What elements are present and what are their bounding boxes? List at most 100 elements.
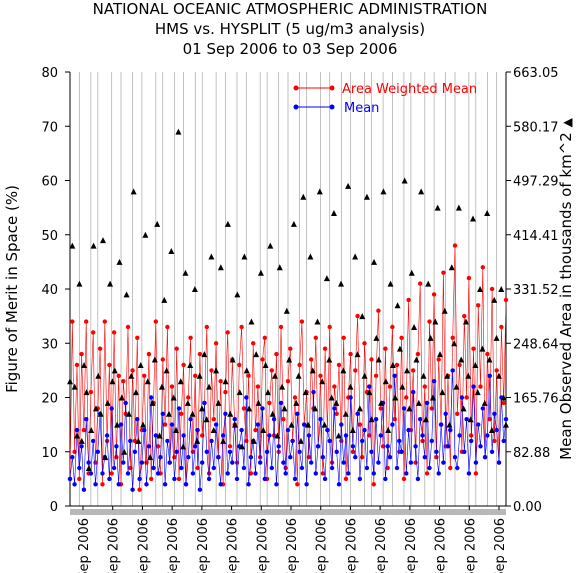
area-marker — [132, 389, 139, 396]
data-point-mean — [109, 406, 114, 411]
data-point-mean — [197, 487, 203, 492]
area-marker — [444, 372, 451, 379]
data-point-mean — [485, 433, 490, 438]
data-point-mean — [234, 476, 240, 482]
data-point-awm — [218, 379, 223, 384]
area-marker — [118, 394, 125, 401]
data-point-awm — [327, 324, 332, 330]
data-point-awm — [123, 411, 128, 416]
y2-axis-label-marker: ▲ — [560, 117, 574, 127]
area-marker — [375, 356, 382, 363]
area-marker — [342, 410, 349, 417]
data-point-awm — [204, 324, 209, 330]
area-marker — [194, 437, 201, 444]
data-point-mean — [169, 422, 175, 427]
data-point-mean — [86, 460, 91, 465]
data-point-mean — [190, 471, 196, 476]
area-marker — [307, 253, 314, 260]
data-point-mean — [457, 433, 462, 438]
data-point-mean — [93, 482, 98, 487]
data-point-mean — [255, 422, 261, 427]
data-point-awm — [387, 384, 393, 389]
y2-tick-label: 497.29 — [513, 175, 559, 190]
area-marker — [295, 372, 302, 379]
data-point-mean — [494, 427, 499, 433]
data-point-mean — [397, 438, 402, 444]
area-marker — [182, 269, 189, 276]
x-tick-label: Sep 2006 — [107, 518, 122, 573]
area-marker — [92, 405, 99, 412]
data-point-mean — [241, 465, 247, 471]
data-point-mean — [297, 449, 302, 454]
area-marker — [279, 383, 286, 390]
data-point-awm — [362, 341, 367, 346]
data-point-mean — [118, 422, 124, 427]
area-marker — [173, 427, 180, 434]
area-marker — [465, 372, 472, 379]
data-point-awm — [91, 330, 96, 335]
data-point-mean — [392, 373, 397, 378]
data-point-mean — [216, 455, 221, 460]
data-point-awm — [339, 438, 344, 444]
area-marker — [147, 454, 154, 461]
data-point-awm — [494, 368, 499, 373]
y2-tick-label: 0.00 — [513, 500, 542, 515]
data-point-awm — [155, 444, 161, 449]
data-point-mean — [348, 395, 353, 400]
data-point-awm — [471, 346, 476, 351]
data-point-awm — [299, 319, 305, 324]
area-marker — [69, 242, 76, 249]
data-point-mean — [276, 444, 281, 449]
data-point-awm — [260, 357, 265, 362]
data-point-awm — [267, 400, 272, 406]
data-point-awm — [320, 471, 325, 476]
data-point-awm — [341, 335, 346, 340]
data-point-mean — [130, 487, 135, 492]
legend-marker-mean — [329, 104, 335, 110]
data-point-mean — [149, 395, 154, 400]
data-point-awm — [418, 281, 423, 286]
data-point-mean — [132, 449, 138, 454]
y-tick-label: 30 — [41, 337, 58, 352]
area-marker — [328, 394, 335, 401]
area-marker — [281, 405, 288, 412]
data-point-mean — [390, 422, 395, 427]
data-point-mean — [218, 482, 223, 487]
data-point-awm — [401, 476, 407, 482]
data-point-mean — [260, 406, 265, 411]
data-point-awm — [383, 346, 388, 351]
data-point-awm — [448, 465, 453, 471]
data-point-mean — [153, 433, 158, 438]
area-marker — [121, 448, 128, 455]
area-marker — [359, 313, 366, 320]
data-point-mean — [441, 460, 446, 465]
area-marker — [479, 345, 486, 352]
area-marker — [90, 242, 97, 249]
y-tick-label: 60 — [41, 175, 58, 190]
data-point-mean — [116, 482, 121, 487]
area-marker — [175, 128, 182, 135]
area-marker — [283, 307, 290, 314]
area-marker — [234, 291, 241, 298]
data-point-mean — [413, 444, 418, 449]
title-line: NATIONAL OCEANIC ATMOSPHERIC ADMINISTRAT… — [93, 0, 488, 18]
data-point-mean — [339, 422, 344, 427]
data-point-awm — [288, 346, 293, 351]
area-marker — [210, 427, 217, 434]
area-marker — [378, 399, 385, 406]
area-marker — [215, 399, 222, 406]
data-point-mean — [230, 460, 235, 465]
data-point-mean — [232, 417, 237, 422]
title-line: 01 Sep 2006 to 03 Sep 2006 — [183, 40, 398, 58]
data-point-awm — [411, 368, 416, 373]
area-marker — [229, 356, 236, 363]
data-point-awm — [348, 351, 353, 357]
data-point-mean — [411, 389, 416, 395]
data-point-mean — [176, 406, 182, 411]
area-marker — [500, 394, 507, 401]
data-point-mean — [264, 449, 270, 454]
x-tick-label: Sep 2006 — [374, 518, 389, 573]
data-point-mean — [183, 482, 189, 487]
data-point-mean — [459, 395, 465, 400]
